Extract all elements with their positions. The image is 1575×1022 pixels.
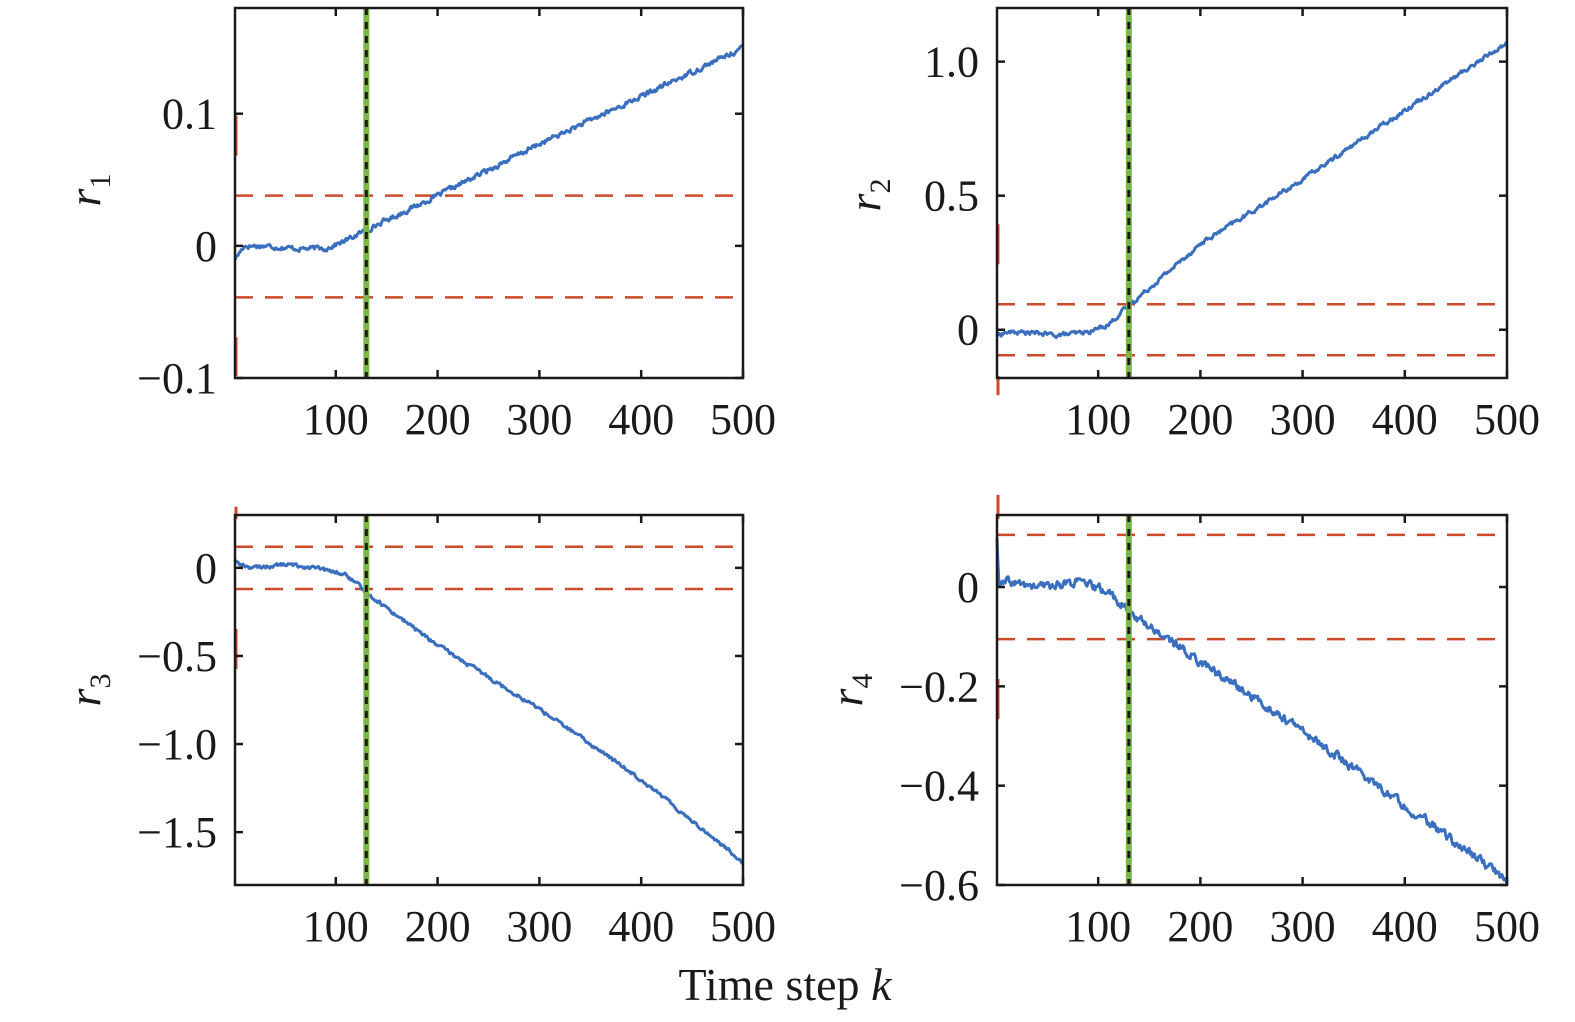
residual-signal-line [233, 558, 744, 866]
residual-signal-line [233, 44, 744, 261]
y-axis-label-main: r [59, 187, 110, 206]
x-tick-label: 400 [608, 902, 674, 951]
y-tick-label: 0 [957, 563, 979, 612]
y-tick-label: −0.6 [899, 861, 979, 910]
plot-frame [233, 513, 745, 887]
subplot-4: 100 200 300 400 500 −0.6 −0.4 −0.2 0 r4 [821, 494, 1540, 951]
plot-frame [233, 6, 745, 380]
x-tick-label: 200 [405, 395, 471, 444]
x-tick-label: 500 [710, 902, 776, 951]
y-tick-label: −0.4 [899, 762, 979, 811]
x-tick-label: 500 [710, 395, 776, 444]
x-tick-label: 100 [1065, 902, 1131, 951]
y-tick-label: 0.5 [924, 172, 979, 221]
x-tick-label: 200 [1167, 395, 1233, 444]
x-tick-label: 100 [1065, 395, 1131, 444]
y-axis-label: r1 [59, 174, 117, 207]
x-tick-label: 500 [1474, 395, 1540, 444]
y-tick-label: 0 [957, 306, 979, 355]
residual-signal-line [995, 538, 1509, 885]
y-axis-label-subscript: 3 [84, 674, 117, 689]
y-tick-label: 1.0 [924, 38, 979, 87]
y-axis-label-subscript: 4 [846, 674, 879, 689]
x-tick-label: 500 [1474, 902, 1540, 951]
y-axis-label: r3 [59, 674, 117, 707]
x-tick-label: 400 [608, 395, 674, 444]
y-axis-label: r2 [839, 179, 897, 212]
x-tick-label: 400 [1372, 902, 1438, 951]
residual-signal-line [995, 41, 1508, 340]
x-tick-label: 200 [405, 902, 471, 951]
y-tick-label: 0 [195, 544, 217, 593]
x-tick-label: 100 [303, 395, 369, 444]
x-tick-label: 400 [1372, 395, 1438, 444]
x-tick-label: 100 [303, 902, 369, 951]
y-tick-label: −0.5 [137, 632, 217, 681]
x-axis-label-text: Time step [679, 959, 872, 1010]
x-tick-label: 300 [1270, 395, 1336, 444]
y-axis-label-main: r [839, 192, 890, 211]
plot-frame [995, 513, 1509, 887]
y-tick-label: 0 [195, 222, 217, 271]
x-tick-label: 200 [1167, 902, 1233, 951]
y-axis-label-main: r [59, 687, 110, 706]
y-axis-label-main: r [821, 687, 872, 706]
y-axis-label-subscript: 1 [84, 174, 117, 189]
x-tick-label: 300 [506, 395, 572, 444]
y-axis-label: r4 [821, 674, 879, 707]
x-tick-label: 300 [1270, 902, 1336, 951]
y-tick-label: 0.1 [162, 90, 217, 139]
subplot-2: 100 200 300 400 500 0 0.5 1.0 r2 [839, 6, 1540, 444]
x-tick-label: 300 [506, 902, 572, 951]
y-tick-label: −0.2 [899, 662, 979, 711]
plot-frame [995, 6, 1509, 380]
x-axis-label: Time step k [679, 959, 894, 1010]
x-axis-label-variable: k [871, 959, 893, 1010]
y-tick-label: −0.1 [137, 354, 217, 403]
subplot-3: 100 200 300 400 500 −1.5 −1.0 −0.5 0 r3 [59, 506, 776, 951]
subplot-1: 100 200 300 400 500 −0.1 0 0.1 r1 [59, 6, 776, 444]
y-tick-label: −1.5 [137, 808, 217, 857]
y-axis-label-subscript: 2 [864, 179, 897, 194]
y-tick-label: −1.0 [137, 720, 217, 769]
